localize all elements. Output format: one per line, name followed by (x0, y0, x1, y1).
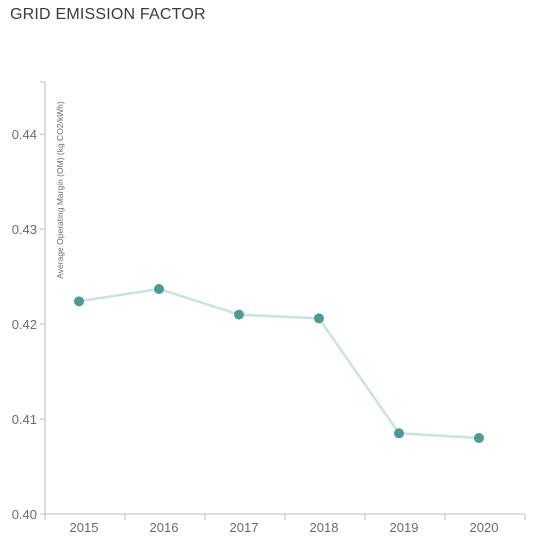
x-tick-label: 2017 (230, 520, 259, 535)
x-tick-label: 2016 (150, 520, 179, 535)
data-point[interactable] (234, 309, 244, 320)
chart-axes (40, 81, 524, 515)
chart-ticks: 0.40 0.41 0.42 0.43 0.44 2015 2016 2017 2018 2019… (12, 127, 526, 535)
data-point[interactable] (314, 313, 324, 324)
x-tick-label: 2020 (470, 520, 499, 535)
x-tick-label: 2018 (310, 520, 339, 535)
y-tick-label: 0.42 (12, 317, 37, 332)
series-line (78, 287, 480, 440)
x-tick-label: 2019 (390, 520, 419, 535)
y-tick-label: 0.40 (12, 507, 37, 522)
chart-title: GRID EMISSION FACTOR (10, 6, 206, 23)
y-tick-label: 0.43 (12, 222, 37, 237)
y-tick-label: 0.44 (12, 127, 37, 142)
data-point[interactable] (474, 433, 484, 444)
y-tick-label: 0.41 (12, 412, 37, 427)
y-axis-title: Average Operating Margin (OM) (kg CO2/kW… (55, 101, 65, 279)
data-point[interactable] (154, 283, 164, 294)
data-point[interactable] (394, 428, 404, 439)
chart-series (74, 283, 484, 444)
data-point[interactable] (74, 296, 84, 307)
x-tick-label: 2015 (70, 520, 99, 535)
